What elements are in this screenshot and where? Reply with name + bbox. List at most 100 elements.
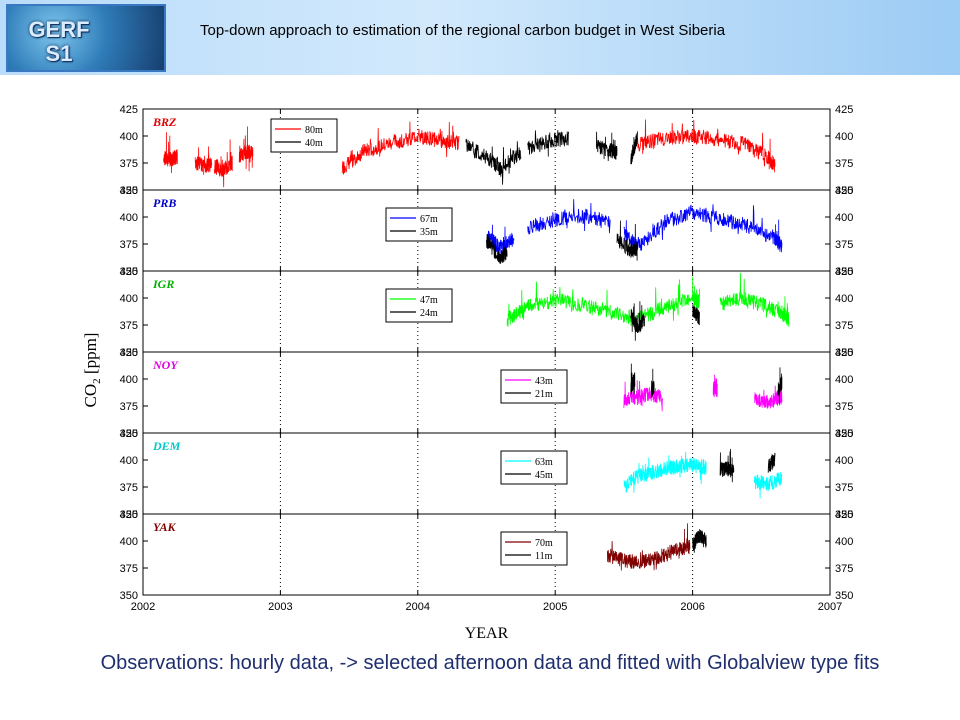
caption: Observations: hourly data, -> selected a… [100, 652, 880, 674]
series-21m-segment [777, 367, 783, 404]
series-21m-segment [630, 363, 636, 395]
legend-label: 24m [420, 308, 438, 319]
y-tick-label-left: 350 [120, 185, 138, 197]
y-tick-label-right: 425 [835, 104, 853, 116]
legend-label: 70m [535, 538, 553, 549]
y-tick-label-left: 400 [120, 131, 138, 143]
x-tick-label: 2002 [131, 601, 155, 613]
y-tick-label-right: 350 [835, 590, 853, 602]
y-tick-label-left: 350 [120, 266, 138, 278]
panel-frame [142, 351, 831, 434]
y-tick-label-left: 400 [120, 374, 138, 386]
x-tick-label: 2007 [818, 601, 842, 613]
y-tick-label-right: 425 [835, 266, 853, 278]
series-43m-segment [754, 385, 783, 409]
station-label: YAK [153, 520, 176, 534]
panel-brz: 350 350 375 375 400 400 425 425 BRZ 80m 40m [120, 104, 854, 197]
series-67m-segment [527, 199, 611, 235]
series-24m-segment [692, 304, 700, 326]
station-label: PRB [153, 196, 176, 210]
y-axis-label: CO2 [ppm] [81, 333, 103, 408]
y-tick-label-right: 425 [835, 347, 853, 359]
y-tick-label-right: 400 [835, 374, 853, 386]
series-47m-segment [506, 276, 700, 328]
y-tick-label-left: 400 [120, 212, 138, 224]
header-banner: GERF S1 Top-down approach to estimation … [0, 0, 960, 75]
legend-label: 21m [535, 389, 553, 400]
series-67m-segment [486, 224, 515, 263]
y-tick-label-right: 400 [835, 212, 853, 224]
y-tick-label-left: 425 [120, 509, 138, 521]
series-11m-segment [692, 528, 707, 553]
series-80m-segment [238, 126, 254, 172]
y-tick-label-right: 375 [835, 401, 853, 413]
y-tick-label-left: 350 [120, 428, 138, 440]
y-tick-label-right: 400 [835, 536, 853, 548]
series-47m-segment [719, 272, 790, 327]
y-tick-label-left: 350 [120, 509, 138, 521]
y-tick-label-left: 425 [120, 104, 138, 116]
y-tick-label-left: 425 [120, 428, 138, 440]
panel-frame [142, 270, 831, 353]
y-tick-label-left: 425 [120, 185, 138, 197]
y-tick-label-right: 350 [835, 185, 853, 197]
series-40m-segment [527, 130, 570, 157]
panel-igr: 350 350 375 375 400 400 425 425 IGR 47m 24m [120, 266, 854, 359]
legend-label: 67m [420, 214, 438, 225]
series-35m-segment [616, 220, 638, 261]
x-tick-label: 2004 [406, 601, 430, 613]
panel-yak: 350 350 375 375 400 400 425 425 YAK 70m 11m [120, 509, 854, 602]
series-80m-segment [163, 132, 178, 174]
legend-box [500, 531, 568, 566]
y-tick-label-left: 375 [120, 563, 138, 575]
station-label: BRZ [152, 115, 177, 129]
panel-noy: 350 350 375 375 400 400 425 425 NOY 43m 21m [120, 347, 854, 440]
x-tick-label: 2006 [680, 601, 704, 613]
series-40m-segment [465, 138, 522, 185]
series-70m-segment [607, 523, 691, 571]
legend-label: 63m [535, 457, 553, 468]
y-tick-label-right: 375 [835, 563, 853, 575]
x-tick-label: 2003 [268, 601, 292, 613]
panel-frame [142, 513, 831, 596]
logo-text: GERF S1 [28, 17, 90, 66]
legend-box [500, 450, 568, 485]
y-tick-label-right: 375 [835, 320, 853, 332]
series-24m-segment [630, 301, 645, 341]
series-80m-segment [341, 121, 460, 175]
legend-label: 47m [420, 295, 438, 306]
legend-box [385, 207, 453, 242]
panel-frame [142, 189, 831, 272]
y-tick-label-right: 375 [835, 482, 853, 494]
header-title: Top-down approach to estimation of the r… [200, 22, 726, 39]
series-40m-segment [630, 131, 638, 165]
station-label: DEM [152, 439, 181, 453]
y-tick-label-right: 400 [835, 455, 853, 467]
x-tick-label: 2005 [543, 601, 567, 613]
legend-label: 11m [535, 551, 553, 562]
station-label: IGR [152, 277, 174, 291]
legend-box [385, 288, 453, 323]
y-tick-label-left: 350 [120, 347, 138, 359]
gerf-logo: GERF S1 [6, 4, 166, 72]
y-tick-label-left: 350 [120, 590, 138, 602]
y-tick-label-right: 425 [835, 509, 853, 521]
y-tick-label-left: 375 [120, 158, 138, 170]
legend-label: 45m [535, 470, 553, 481]
y-tick-label-left: 425 [120, 266, 138, 278]
series-67m-segment [623, 204, 783, 254]
series-80m-segment [637, 119, 776, 173]
legend-label: 40m [305, 138, 323, 149]
y-tick-label-left: 375 [120, 239, 138, 251]
panel-dem: 350 350 375 375 400 400 425 425 DEM 63m 45m [120, 428, 854, 521]
panel-prb: 350 350 375 375 400 400 425 425 PRB 67m 35m [120, 185, 854, 278]
series-21m-segment [651, 368, 655, 398]
series-45m-segment [767, 452, 776, 473]
legend-label: 35m [420, 227, 438, 238]
y-tick-label-left: 400 [120, 455, 138, 467]
y-tick-label-right: 350 [835, 428, 853, 440]
x-axis-label: YEAR [465, 625, 509, 642]
y-tick-label-left: 375 [120, 320, 138, 332]
y-tick-label-left: 400 [120, 293, 138, 305]
series-80m-segment [214, 139, 233, 188]
